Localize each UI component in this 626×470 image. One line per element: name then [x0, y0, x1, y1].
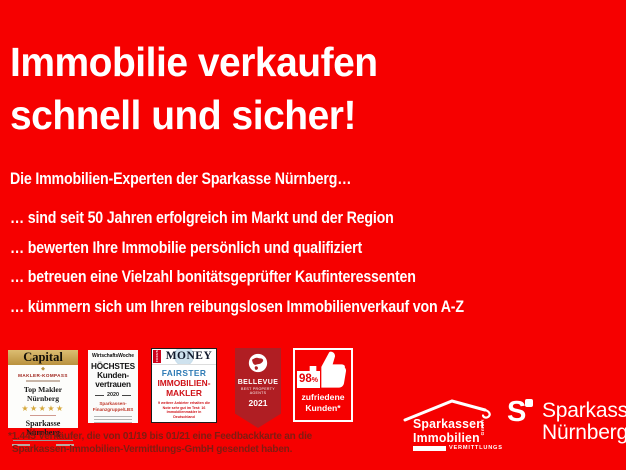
award-year: 2020: [88, 392, 138, 398]
sparkasse-wordmark: Sparkasse Nürnberg: [542, 399, 626, 444]
award-line: FAIRSTER: [161, 368, 207, 378]
bullet-list: … sind seit 50 Jahren erfolgreich im Mar…: [10, 209, 464, 327]
award-issue: Ausgabe 8/2021: [169, 423, 199, 428]
wirtschaftswoche-award-badge: WirtschaftsWoche HÖCHSTES Kunden- vertra…: [88, 350, 138, 424]
focus-logo: FOCUS: [153, 350, 161, 363]
logo-bar: [413, 446, 446, 451]
thumbs-up-icon: [309, 351, 347, 388]
money-logo: MONEY: [165, 350, 213, 362]
bellevue-subtitle: BEST PROPERTY AGENTS: [241, 387, 275, 396]
customers-label: Kunden*: [305, 403, 341, 413]
bullet-item: … kümmern sich um Ihren reibungslosen Im…: [10, 297, 464, 316]
customers-label: zufriedene: [301, 392, 345, 402]
capital-award-badge: Capital ◆ MAKLER-KOMPASS Top Makler Nürn…: [8, 350, 78, 446]
capital-title: Top Makler Nürnberg: [23, 384, 63, 403]
percent-chip: 98%: [297, 371, 321, 388]
sparkasse-s-icon: S: [507, 396, 533, 429]
award-line: Kunden-: [97, 371, 129, 380]
bellevue-name: BELLEVUE: [237, 379, 279, 386]
logo-wordmark: Sparkassen Immobilien: [413, 416, 484, 445]
divider: [13, 440, 73, 441]
footnote-line: Sparkassen-Immobilien-Vermittlungs-GmbH …: [12, 444, 293, 455]
award-winner: Sparkassen- Finanzgruppe/LBS: [92, 401, 134, 412]
bellevue-year: 2021: [248, 397, 268, 408]
micro-text-bar: [30, 414, 56, 416]
award-line: vertrauen: [95, 380, 131, 389]
five-stars: ★★★★★: [21, 403, 65, 413]
wirtschaftswoche-logo: WirtschaftsWoche: [92, 353, 134, 359]
micro-footer: [88, 416, 138, 424]
focus-money-award-badge: FOCUS MONEY FAIRSTER IMMOBILIEN- MAKLER …: [151, 348, 217, 427]
diamond-icon: ◆: [41, 366, 45, 372]
focus-money-logo: FOCUS MONEY: [152, 349, 216, 365]
vermittlungs-label: VERMITTLUNGS: [449, 444, 503, 451]
headline-line1: Immobilie verkaufen: [10, 39, 378, 85]
micro-text-bar: [26, 380, 60, 382]
bullet-item: … sind seit 50 Jahren erfolgreich im Mar…: [10, 209, 394, 227]
bullet-item: … betreuen eine Vielzahl bonitätsgeprüft…: [10, 268, 416, 286]
footnote: *1.445 Verkäufer, die von 01/19 bis 01/2…: [8, 430, 312, 456]
award-line: MAKLER: [166, 388, 202, 398]
award-note: 9 weitere Anbieter erhalten die Note seh…: [158, 401, 210, 419]
footnote-line: *1.445 Verkäufer, die von 01/19 bis 01/2…: [8, 431, 313, 442]
capital-client: Sparkasse Nürnberg: [25, 419, 61, 437]
award-line: HÖCHSTES: [91, 362, 135, 371]
headline: Immobilie verkaufen schnell und sicher!: [10, 36, 378, 142]
award-line: IMMOBILIEN-: [157, 378, 211, 388]
gmbh-label: GmbH: [481, 419, 486, 436]
micro-footer: [8, 441, 78, 446]
satisfied-customers-badge: 98% zufriedene Kunden*: [293, 348, 353, 422]
bellevue-award-ribbon: BELLEVUE BEST PROPERTY AGENTS 2021: [235, 348, 281, 428]
globe-icon: [248, 353, 268, 373]
globe-icon: [174, 349, 194, 364]
capital-program: MAKLER-KOMPASS: [18, 373, 68, 378]
bullet-item: … bewerten Ihre Immobilie persönlich und…: [10, 238, 362, 257]
capital-logo: Capital: [8, 350, 78, 365]
roof-icon: [403, 399, 491, 422]
sparkassen-immobilien-logo: Sparkassen Immobilien GmbH VERMITTLUNGS: [402, 396, 502, 456]
intro-text: Die Immobilien-Experten der Sparkasse Nü…: [10, 170, 352, 188]
headline-line2: schnell und sicher!: [10, 92, 356, 138]
